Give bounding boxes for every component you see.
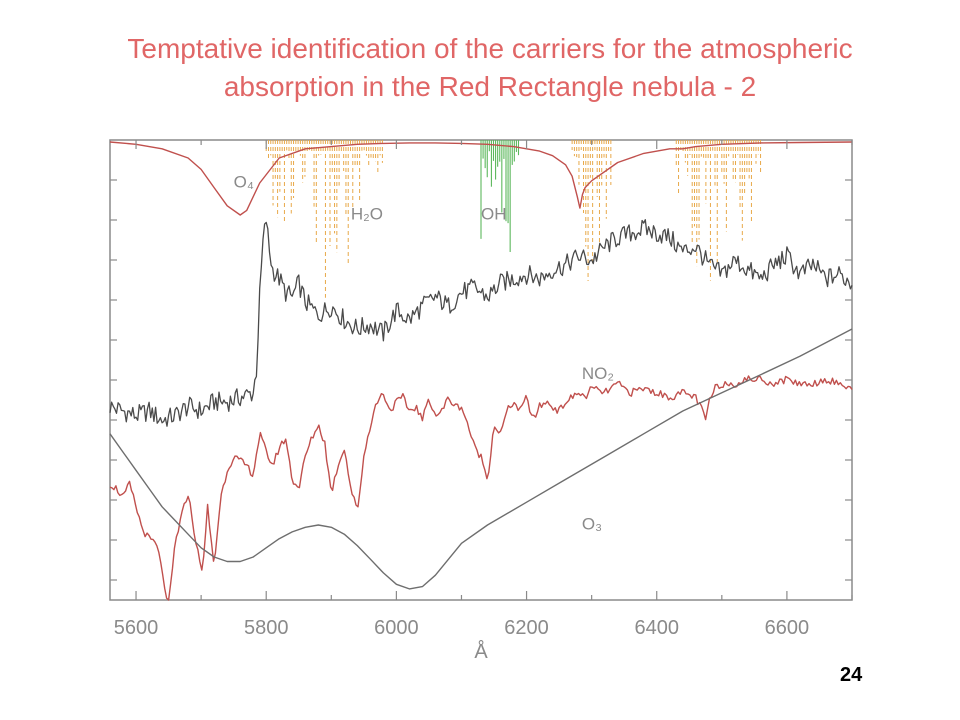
o4-label: O₄ [234,173,254,192]
x-tick-label: 6200 [504,617,549,639]
o3-label: O₃ [582,515,602,534]
slide-title-line-2: absorption in the Red Rectangle nebula -… [223,71,757,102]
x-tick-label: 6400 [634,617,679,639]
slide-title: Temptative identification of the carrier… [40,30,940,106]
no2-label: NO₂ [582,364,614,383]
oh-label: OH [481,205,507,224]
x-axis-label: Å [474,640,488,663]
x-tick-label: 5800 [244,617,289,639]
o4-curve [109,141,853,216]
x-tick-label: 5600 [114,617,159,639]
spectrum-curve [109,219,853,427]
no2-curve [109,375,853,601]
x-tick-label: 6600 [765,617,810,639]
slide-title-line-1: Temptative identification of the carrier… [127,33,853,64]
page-number: 24 [840,664,863,686]
x-tick-label: 6000 [374,617,419,639]
h2o-label: H₂O [351,205,383,224]
o3-curve [109,328,853,590]
